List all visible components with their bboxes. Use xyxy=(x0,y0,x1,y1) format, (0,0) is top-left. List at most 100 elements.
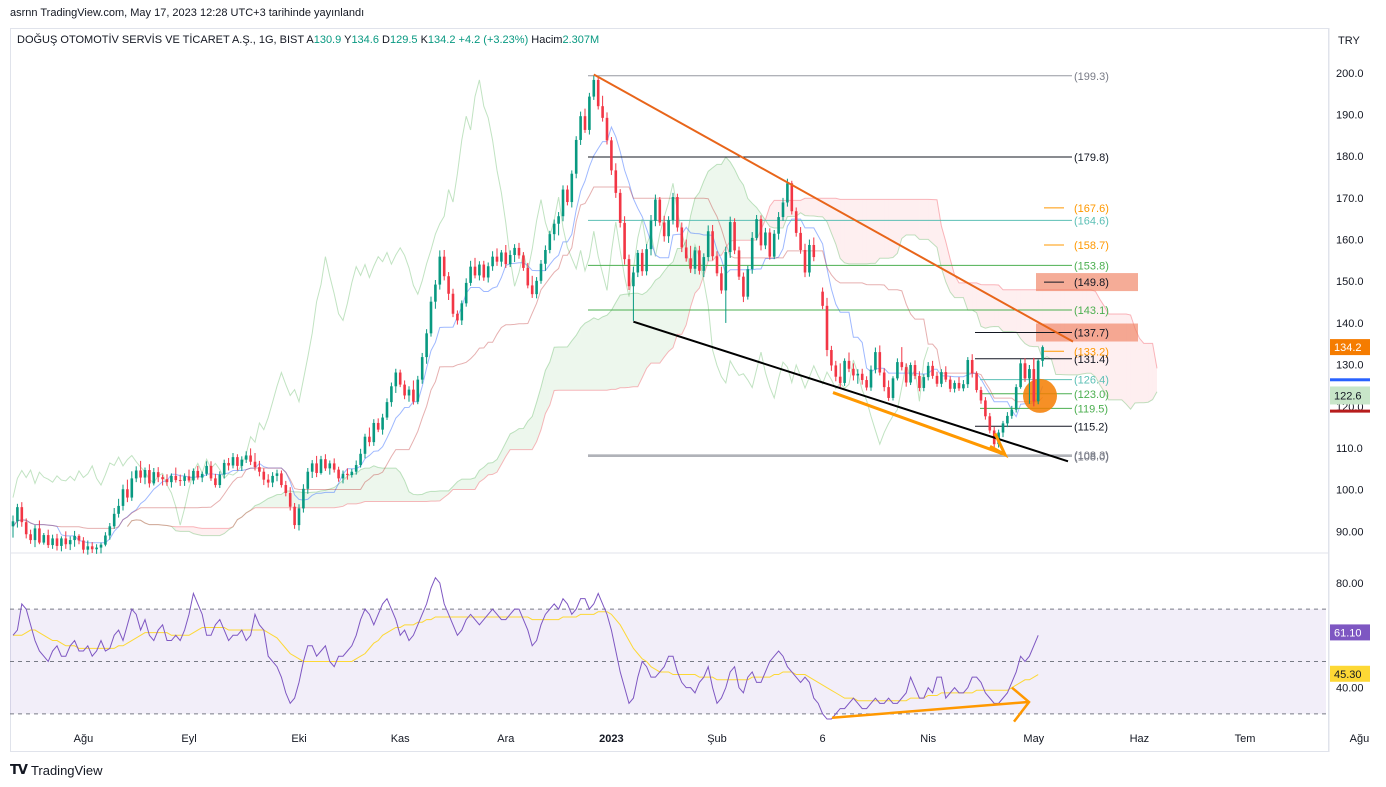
time-tick-label: Ağu xyxy=(74,733,94,745)
cloud-segment xyxy=(263,498,269,508)
cloud-segment xyxy=(567,340,572,391)
cloud-segment xyxy=(629,293,634,388)
candle-body xyxy=(786,183,789,203)
candle-body xyxy=(403,384,406,396)
cloud-segment xyxy=(325,489,330,508)
rsi-value: 61.10 xyxy=(1334,627,1362,639)
candle-body xyxy=(693,250,697,269)
level-label: (115.2) xyxy=(1074,421,1108,433)
candle-body xyxy=(460,303,464,321)
tradingview-logo: 𝗧𝗩 TradingView xyxy=(10,762,102,778)
candle-body xyxy=(350,471,354,476)
symbol-title[interactable]: DOĞUŞ OTOMOTİV SERVİS VE TİCARET A.Ş., 1… xyxy=(17,34,304,46)
cloud-segment xyxy=(901,199,907,239)
cloud-segment xyxy=(189,526,194,534)
candle-body xyxy=(698,250,701,271)
cloud-segment xyxy=(840,199,845,263)
volume-label: Hacim xyxy=(531,34,563,46)
candle-body xyxy=(425,333,428,358)
cloud-segment xyxy=(866,199,871,264)
candle-body xyxy=(500,252,503,262)
rsi-value-tag xyxy=(1330,624,1370,641)
cloud-segment xyxy=(307,492,313,508)
cloud-segment xyxy=(717,164,722,256)
candle-body xyxy=(1014,387,1018,410)
candle-body xyxy=(359,453,362,466)
candle-body xyxy=(1010,409,1014,416)
candle-body xyxy=(310,463,314,472)
candle-body xyxy=(711,231,714,257)
candle-body xyxy=(750,237,754,270)
candle-body xyxy=(627,259,631,287)
price-tick-label: 130.0 xyxy=(1336,360,1364,372)
candle-body xyxy=(966,360,970,385)
candle-body xyxy=(394,372,398,387)
cloud-segment xyxy=(580,323,585,391)
cloud-segment xyxy=(365,468,370,502)
cloud-segment xyxy=(391,468,396,502)
candle-body xyxy=(82,540,85,550)
candle-body xyxy=(486,266,490,278)
cloud-segment xyxy=(532,402,537,450)
level-label: (137.7) xyxy=(1074,328,1109,340)
candle-body xyxy=(205,465,208,474)
candle-body xyxy=(130,478,134,498)
cloud-segment xyxy=(475,470,480,490)
candle-body xyxy=(363,436,367,454)
cloud-segment xyxy=(959,282,964,298)
candle-body xyxy=(38,528,41,543)
rsi-ma-tag xyxy=(1330,665,1370,682)
cloud-segment xyxy=(611,302,616,390)
candle-body xyxy=(904,367,908,383)
cloud-segment xyxy=(395,468,401,502)
cloud-segment xyxy=(312,492,317,508)
candle-body xyxy=(456,313,459,321)
candle-body xyxy=(830,350,833,366)
candle-body xyxy=(909,365,912,383)
candle-body xyxy=(64,538,68,545)
candle-body xyxy=(16,507,19,522)
cloud-segment xyxy=(277,494,282,508)
cloud-segment xyxy=(369,465,374,502)
last-price-tag xyxy=(1330,339,1370,356)
candle-body xyxy=(891,378,895,398)
candle-body xyxy=(60,538,63,546)
cloud-segment xyxy=(501,442,506,465)
cloud-segment xyxy=(831,198,836,245)
cloud-segment xyxy=(184,526,189,532)
cloud-segment xyxy=(989,284,995,327)
cloud-segment xyxy=(602,315,607,391)
currency-label[interactable]: TRY xyxy=(1338,35,1360,47)
cloud-segment xyxy=(250,505,255,511)
cloud-segment xyxy=(809,198,814,217)
candle-body xyxy=(319,459,323,473)
candle-body xyxy=(610,140,613,171)
candle-body xyxy=(108,526,112,536)
cloud-segment xyxy=(615,295,621,390)
candle-body xyxy=(346,473,349,476)
cloud-segment xyxy=(664,265,669,358)
candle-body xyxy=(504,252,508,265)
close-value: 134.2 xyxy=(427,34,456,46)
cloud-segment xyxy=(981,284,986,329)
cloud-segment xyxy=(171,526,176,531)
cloud-segment xyxy=(211,528,216,536)
cloud-segment xyxy=(338,480,343,508)
candle-body xyxy=(271,475,274,483)
candle-body xyxy=(442,256,446,277)
cloud-segment xyxy=(668,261,673,352)
cloud-span-b xyxy=(127,197,1158,529)
candle-body xyxy=(548,234,552,250)
cloud-segment xyxy=(413,494,418,502)
candle-body xyxy=(874,352,877,370)
candle-body xyxy=(420,357,424,380)
candle-body xyxy=(451,293,455,314)
cloud-segment xyxy=(1139,338,1144,403)
side-marker-red xyxy=(1330,409,1370,413)
cloud-segment xyxy=(241,512,247,518)
candle-body xyxy=(640,252,644,272)
rsi-tick-label: 80.00 xyxy=(1336,578,1364,590)
cloud-segment xyxy=(541,370,546,430)
candle-body xyxy=(618,192,622,223)
